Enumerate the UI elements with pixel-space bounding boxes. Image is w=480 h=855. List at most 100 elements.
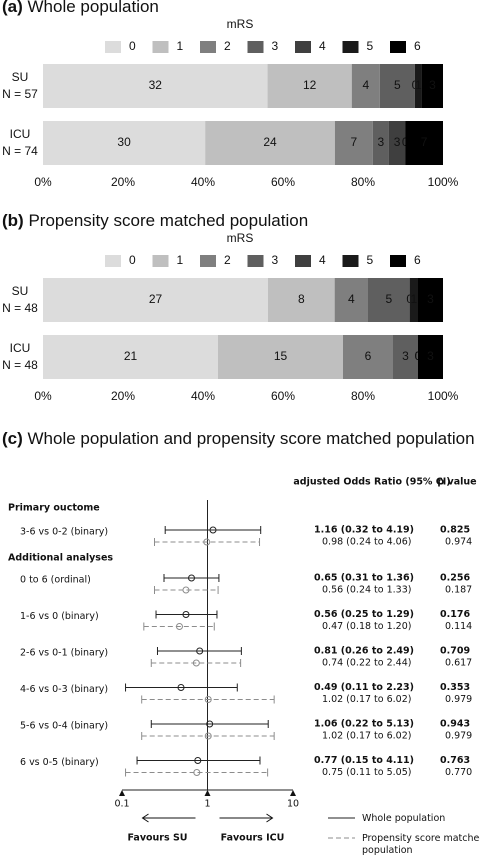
x-tick-label: 1 [204, 799, 210, 810]
tick-mark [204, 790, 211, 796]
segment-label: 8 [298, 292, 305, 306]
legend-swatch [247, 41, 264, 53]
segment-label: 5 [385, 292, 392, 306]
legend-swatch [105, 255, 121, 267]
segment-label: 7 [350, 135, 357, 149]
legend-label: 1 [177, 39, 184, 53]
legend-swatch [200, 255, 216, 267]
x-tick-label: 80% [351, 175, 375, 189]
legend-title: mRS [227, 17, 254, 31]
legend-label: 4 [319, 253, 326, 267]
panel-title-text: Propensity score matched population [28, 211, 308, 230]
category-label: SU N = 57 [2, 70, 38, 101]
group-label: Primary ouctome [8, 503, 100, 514]
estimate-point [194, 757, 202, 764]
estimate-label: 0.77 (0.15 to 4.11) [314, 755, 414, 766]
arrow [219, 813, 274, 823]
legend-label: 0 [129, 253, 136, 267]
legend-swatch [200, 41, 216, 53]
segment-label: 3 [427, 292, 434, 306]
estimate-label: 0.65 (0.31 to 1.36) [314, 573, 414, 584]
row-label: 1-6 vs 0 (binary) [20, 611, 99, 622]
x-tick-label: 10 [287, 799, 299, 810]
x-tick-label: 20% [111, 389, 135, 403]
segment-label: 32 [149, 78, 163, 92]
legend-label: 1 [177, 253, 184, 267]
estimate-point [177, 684, 185, 691]
legend-label: 0 [129, 39, 136, 53]
panel-label: (a) [2, 0, 23, 16]
bar-segment [418, 278, 443, 322]
estimate-point [175, 623, 183, 630]
category-label: ICU N = 48 [2, 341, 38, 372]
p-value: 0.974 [445, 537, 472, 548]
panel-label: (c) [2, 429, 23, 448]
p-value: 0.617 [445, 658, 472, 669]
bar-segment [388, 121, 406, 165]
segment-label: 3 [394, 135, 401, 149]
bar-segment [267, 64, 352, 108]
x-label: Favours ICU [221, 833, 285, 844]
bar-segment [218, 335, 343, 379]
legend-label: 2 [224, 253, 231, 267]
tick-mark [119, 790, 125, 796]
estimate-point [193, 769, 201, 776]
estimate-label: 0.56 (0.25 to 1.29) [314, 609, 414, 620]
bar-segment [43, 121, 206, 165]
x-tick-label: 0% [34, 175, 52, 189]
bar-segment [414, 64, 422, 108]
bar-segment [43, 335, 218, 379]
estimate-label: 0.75 (0.11 to 5.05) [322, 767, 411, 778]
estimate-label: 0.98 (0.24 to 4.06) [322, 537, 411, 548]
row-label: 3-6 vs 0-2 (binary) [20, 527, 108, 538]
estimate-point [206, 720, 214, 728]
segment-label: 27 [149, 292, 163, 306]
segment-label: 21 [124, 349, 138, 363]
bar-segment [343, 335, 393, 379]
legend-swatch [342, 41, 359, 53]
legend-label: 5 [367, 39, 374, 53]
legend-swatch [390, 41, 406, 53]
segment-label: 1 [415, 78, 422, 92]
row-label: 0 to 6 (ordinal) [20, 575, 91, 586]
segment-label: 7 [421, 135, 428, 149]
p-value: 0.763 [440, 755, 470, 766]
x-tick-label: 40% [191, 175, 215, 189]
column-header: p value [437, 477, 476, 488]
estimate-label: 1.02 (0.17 to 6.02) [322, 731, 411, 742]
estimate-label: 1.16 (0.32 to 4.19) [314, 525, 414, 536]
bar-segment [372, 121, 389, 165]
estimate-label: 1.06 (0.22 to 5.13) [314, 719, 414, 730]
bar-segment [418, 335, 443, 379]
segment-label: 3 [429, 78, 436, 92]
segment-label: 1 [410, 292, 417, 306]
panel-title: (c) Whole population and propensity scor… [2, 429, 475, 448]
legend-label: Whole population [362, 813, 445, 824]
estimate-point [203, 538, 211, 546]
legend-swatch [152, 255, 169, 267]
estimate-label: 0.81 (0.26 to 2.49) [314, 646, 414, 657]
segment-label: 3 [427, 349, 434, 363]
segment-label: 6 [365, 349, 372, 363]
estimate-point [204, 732, 212, 740]
estimate-point [182, 586, 190, 594]
column-header: adjusted Odds Ratio (95% CI) [293, 477, 450, 488]
p-value: 0.979 [445, 731, 472, 742]
p-value: 0.114 [445, 621, 472, 632]
estimate-point [182, 611, 190, 618]
legend-label: Propensity score matched population [362, 833, 480, 855]
legend-swatch [247, 255, 264, 267]
panel-label: (b) [2, 211, 24, 230]
x-tick-label: 0.1 [114, 799, 129, 810]
estimate-label: 0.49 (0.11 to 2.23) [314, 682, 414, 693]
legend-swatch [390, 255, 406, 267]
segment-label: 15 [274, 349, 288, 363]
legend-label: 3 [272, 39, 279, 53]
segment-label: 12 [303, 78, 317, 92]
estimate-point [192, 659, 200, 667]
bar-segment [405, 121, 443, 165]
bar-segment [43, 64, 268, 108]
row-label: 5-6 vs 0-4 (binary) [20, 721, 108, 732]
p-value: 0.770 [445, 767, 472, 778]
